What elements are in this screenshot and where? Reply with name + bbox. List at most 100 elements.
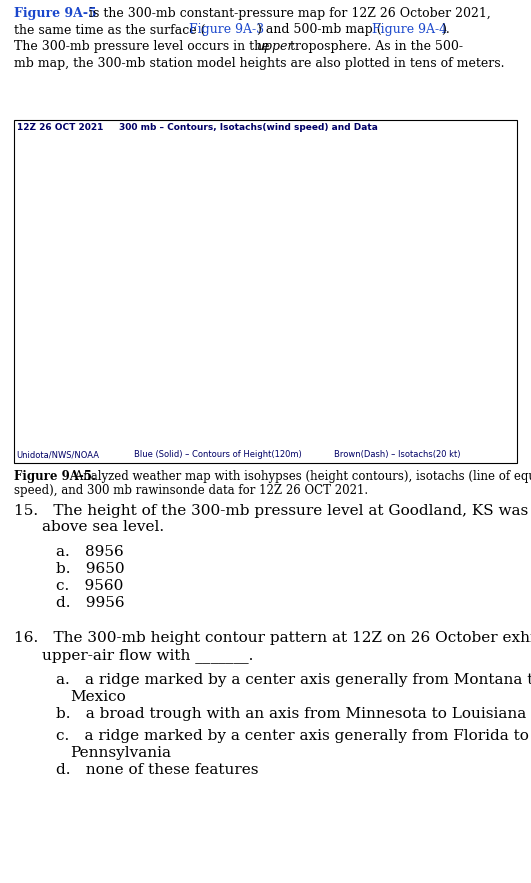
Text: 9480: 9480 bbox=[448, 300, 465, 306]
Text: -37: -37 bbox=[309, 279, 318, 284]
Text: 939: 939 bbox=[180, 228, 190, 232]
Text: -37: -37 bbox=[259, 269, 267, 275]
Text: 9680: 9680 bbox=[46, 148, 63, 154]
Text: -14: -14 bbox=[440, 393, 448, 397]
Text: -35: -35 bbox=[349, 228, 358, 232]
Text: 964: 964 bbox=[280, 389, 291, 395]
Text: 924: 924 bbox=[54, 189, 65, 193]
Text: 944: 944 bbox=[175, 292, 185, 298]
Text: c. 9560: c. 9560 bbox=[56, 579, 123, 593]
Text: 900: 900 bbox=[311, 224, 321, 230]
Text: 50: 50 bbox=[337, 216, 345, 222]
Text: 30: 30 bbox=[372, 417, 380, 422]
Text: d. none of these features: d. none of these features bbox=[56, 763, 259, 777]
Text: -36: -36 bbox=[219, 244, 227, 249]
Text: 908: 908 bbox=[466, 260, 477, 265]
Text: -45: -45 bbox=[420, 269, 428, 275]
Text: -34: -34 bbox=[264, 308, 272, 313]
Text: troposphere. As in the 500-: troposphere. As in the 500- bbox=[286, 40, 463, 53]
Text: 939: 939 bbox=[180, 260, 190, 265]
Text: 964: 964 bbox=[447, 337, 457, 343]
Text: -43: -43 bbox=[123, 205, 131, 210]
Text: 50: 50 bbox=[136, 329, 144, 335]
Text: -34: -34 bbox=[370, 298, 378, 304]
Text: 953: 953 bbox=[230, 289, 241, 294]
Text: 969: 969 bbox=[341, 403, 351, 407]
Text: -64: -64 bbox=[42, 176, 51, 181]
Text: 963: 963 bbox=[321, 292, 331, 298]
Text: -43: -43 bbox=[460, 211, 468, 216]
Text: -40: -40 bbox=[430, 296, 438, 300]
Text: -36: -36 bbox=[219, 376, 227, 381]
Text: -34: -34 bbox=[234, 403, 242, 407]
Text: 944: 944 bbox=[175, 321, 185, 327]
Text: 12Z 26 OCT 2021     300 mb – Contours, Isotachs(wind speed) and Data: 12Z 26 OCT 2021 300 mb – Contours, Isota… bbox=[16, 123, 378, 132]
Text: -64: -64 bbox=[48, 260, 56, 265]
Text: -44: -44 bbox=[184, 341, 192, 346]
Text: -37: -37 bbox=[269, 376, 277, 381]
Text: 924: 924 bbox=[134, 218, 145, 223]
Text: 948: 948 bbox=[230, 257, 241, 261]
Text: -45: -45 bbox=[168, 247, 176, 252]
Text: a. 8956: a. 8956 bbox=[56, 545, 124, 559]
Text: -52: -52 bbox=[133, 286, 141, 291]
Text: 935: 935 bbox=[472, 224, 482, 230]
Text: -50: -50 bbox=[88, 269, 96, 275]
Text: -41: -41 bbox=[410, 244, 418, 249]
Text: 110: 110 bbox=[285, 372, 297, 377]
Text: 960: 960 bbox=[276, 321, 286, 327]
Text: -30: -30 bbox=[199, 179, 207, 184]
Text: -40: -40 bbox=[98, 238, 106, 242]
Text: 957: 957 bbox=[270, 283, 281, 288]
Text: 969: 969 bbox=[451, 405, 462, 411]
Text: -38: -38 bbox=[199, 403, 207, 407]
Text: 924: 924 bbox=[144, 260, 155, 265]
Text: -44: -44 bbox=[68, 228, 76, 232]
Text: 969: 969 bbox=[351, 434, 361, 440]
Text: 50: 50 bbox=[402, 313, 410, 319]
Text: upper-air flow with _______.: upper-air flow with _______. bbox=[42, 648, 253, 663]
Text: Figure 9A-5.: Figure 9A-5. bbox=[14, 470, 96, 483]
Text: -36: -36 bbox=[189, 374, 197, 378]
Text: -91: -91 bbox=[218, 341, 227, 346]
Text: 925: 925 bbox=[421, 257, 432, 261]
Text: 967: 967 bbox=[326, 331, 336, 336]
Text: 961: 961 bbox=[371, 276, 381, 281]
Text: 957: 957 bbox=[441, 308, 452, 313]
Text: -71: -71 bbox=[380, 331, 388, 336]
Text: speed), and 300 mb rawinsonde data for 12Z 26 OCT 2021.: speed), and 300 mb rawinsonde data for 1… bbox=[14, 484, 368, 497]
Text: Figure 9A-5: Figure 9A-5 bbox=[14, 7, 97, 20]
Text: 964: 964 bbox=[391, 344, 401, 349]
Text: Brown(Dash) – Isotachs(20 kt): Brown(Dash) – Isotachs(20 kt) bbox=[334, 450, 460, 459]
Text: -51: -51 bbox=[164, 308, 172, 313]
Text: -37: -37 bbox=[299, 211, 307, 216]
Text: -60: -60 bbox=[319, 351, 328, 356]
Text: upper: upper bbox=[256, 40, 293, 53]
Text: 971: 971 bbox=[260, 442, 271, 446]
Text: 30: 30 bbox=[287, 417, 295, 422]
Text: 9240: 9240 bbox=[463, 239, 481, 244]
Text: 908: 908 bbox=[95, 208, 105, 213]
Text: -60: -60 bbox=[269, 341, 277, 346]
Text: 30: 30 bbox=[161, 368, 169, 374]
Text: 908: 908 bbox=[109, 250, 120, 255]
Text: Mexico: Mexico bbox=[70, 690, 126, 704]
Text: ).: ). bbox=[441, 24, 450, 36]
Text: -30: -30 bbox=[309, 247, 318, 252]
Text: -39: -39 bbox=[218, 308, 227, 313]
Text: 30: 30 bbox=[110, 174, 118, 179]
Text: 958: 958 bbox=[230, 354, 241, 358]
Text: 938: 938 bbox=[175, 201, 185, 207]
Text: above sea level.: above sea level. bbox=[42, 520, 164, 534]
Text: -38: -38 bbox=[163, 189, 172, 193]
Text: the same time as the surface (: the same time as the surface ( bbox=[14, 24, 205, 36]
Text: -14: -14 bbox=[339, 422, 348, 426]
Text: 948: 948 bbox=[270, 250, 281, 255]
Text: b. a broad trough with an axis from Minnesota to Louisiana: b. a broad trough with an axis from Minn… bbox=[56, 707, 526, 721]
Text: is the 300-mb constant-pressure map for 12Z 26 October 2021,: is the 300-mb constant-pressure map for … bbox=[85, 7, 491, 20]
Text: Analyzed weather map with isohypses (height contours), isotachs (line of equal w: Analyzed weather map with isohypses (hei… bbox=[71, 470, 531, 483]
Text: -30: -30 bbox=[249, 205, 257, 210]
Text: -37: -37 bbox=[259, 238, 267, 242]
Text: 9720: 9720 bbox=[317, 442, 335, 448]
Text: 968: 968 bbox=[447, 374, 457, 378]
